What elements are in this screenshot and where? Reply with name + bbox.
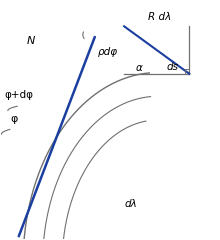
Text: φ+dφ: φ+dφ xyxy=(5,90,34,100)
Text: ρdφ: ρdφ xyxy=(97,47,118,57)
Text: R dλ: R dλ xyxy=(148,12,172,22)
Text: φ: φ xyxy=(10,114,17,124)
Text: α: α xyxy=(136,63,143,73)
Text: N: N xyxy=(26,36,35,46)
Text: ds: ds xyxy=(167,62,179,72)
Text: dλ: dλ xyxy=(124,199,137,209)
